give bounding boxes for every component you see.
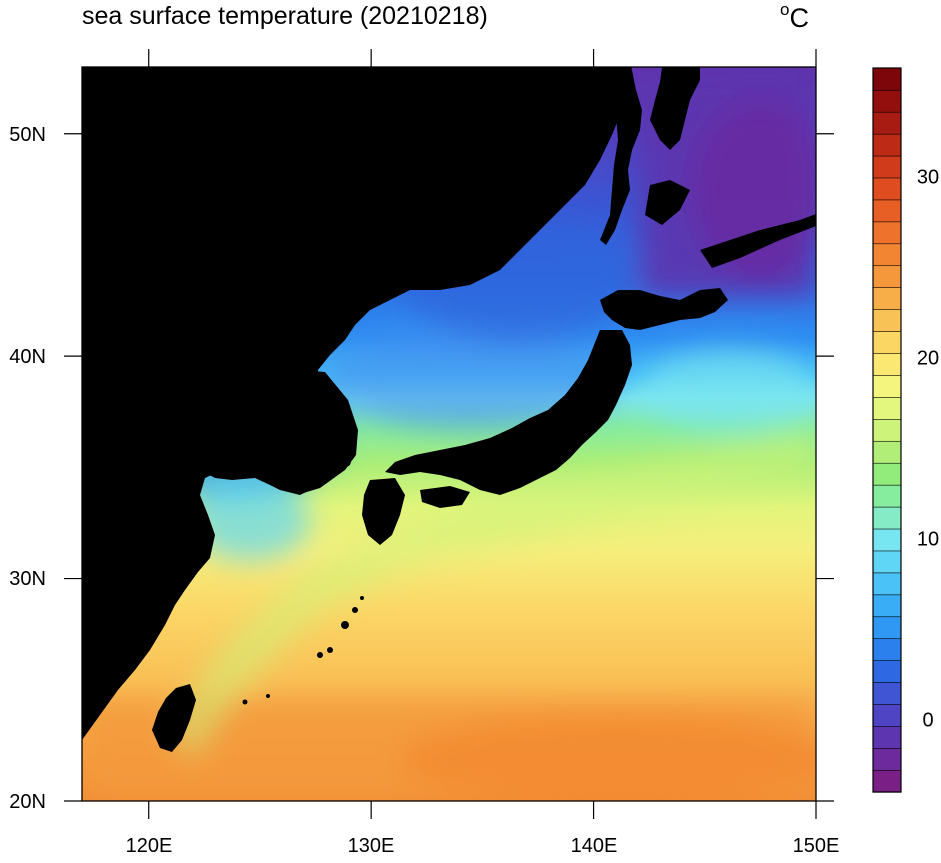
lon-label-120: 120E: [126, 835, 173, 857]
lon-label-130: 130E: [348, 835, 395, 857]
colorbar-segment: [872, 243, 902, 267]
colorbar-segment: [872, 769, 902, 793]
lat-label-20: 20N: [9, 791, 46, 813]
colorbar-tick-label: 20: [917, 348, 939, 370]
colorbar-segment: [872, 133, 902, 157]
colorbar-tick-label: 10: [917, 529, 939, 551]
colorbar-segment: [872, 572, 902, 596]
colorbar-segment: [872, 594, 902, 618]
colorbar-segment: [872, 440, 902, 464]
colorbar-segment: [872, 330, 902, 354]
degree-symbol: o: [780, 0, 790, 19]
colorbar-segment: [872, 155, 902, 179]
map-title: sea surface temperature (20210218): [82, 2, 488, 30]
colorbar-segment: [872, 265, 902, 288]
colorbar-segment: [872, 418, 902, 442]
colorbar-segment: [872, 309, 902, 332]
colorbar-segment: [872, 616, 902, 640]
colorbar-segment: [872, 221, 902, 245]
plot-border: [81, 66, 817, 802]
colorbar-segment: [872, 682, 902, 705]
colorbar-segment: [872, 287, 902, 310]
colorbar-segment: [872, 506, 902, 530]
lat-label-50: 50N: [9, 124, 46, 146]
lat-ticks: [64, 133, 834, 802]
lon-label-140: 140E: [571, 835, 618, 857]
colorbar-segment: [872, 725, 902, 749]
colorbar-segment: [872, 484, 902, 508]
lat-label-30: 30N: [9, 568, 46, 590]
land: [82, 67, 816, 752]
colorbar: [872, 67, 902, 793]
colorbar-ticks: 0 10 20 30: [917, 167, 939, 732]
colorbar-segment: [872, 352, 902, 376]
colorbar-segment: [872, 199, 902, 223]
colorbar-segment: [872, 111, 902, 135]
colorbar-segment: [872, 638, 902, 661]
colorbar-segment: [872, 550, 902, 574]
colorbar-segment: [872, 703, 902, 727]
unit-label: oC: [780, 0, 809, 34]
colorbar-segment: [872, 89, 902, 113]
colorbar-segment: [872, 660, 902, 683]
colorbar-segment: [872, 528, 902, 552]
colorbar-border: [872, 67, 902, 793]
lat-label-40: 40N: [9, 346, 46, 368]
colorbar-tick-label: 0: [922, 710, 933, 732]
unit-letter: C: [789, 3, 809, 33]
colorbar-segment: [872, 747, 902, 771]
colorbar-tick-label: 30: [917, 167, 939, 189]
colorbar-segment: [872, 67, 902, 91]
colorbar-segment: [872, 462, 902, 486]
colorbar-segment: [872, 177, 902, 201]
lon-label-150: 150E: [793, 835, 840, 857]
colorbar-segment: [872, 374, 902, 398]
colorbar-segment: [872, 396, 902, 420]
lon-ticks: [148, 49, 817, 819]
